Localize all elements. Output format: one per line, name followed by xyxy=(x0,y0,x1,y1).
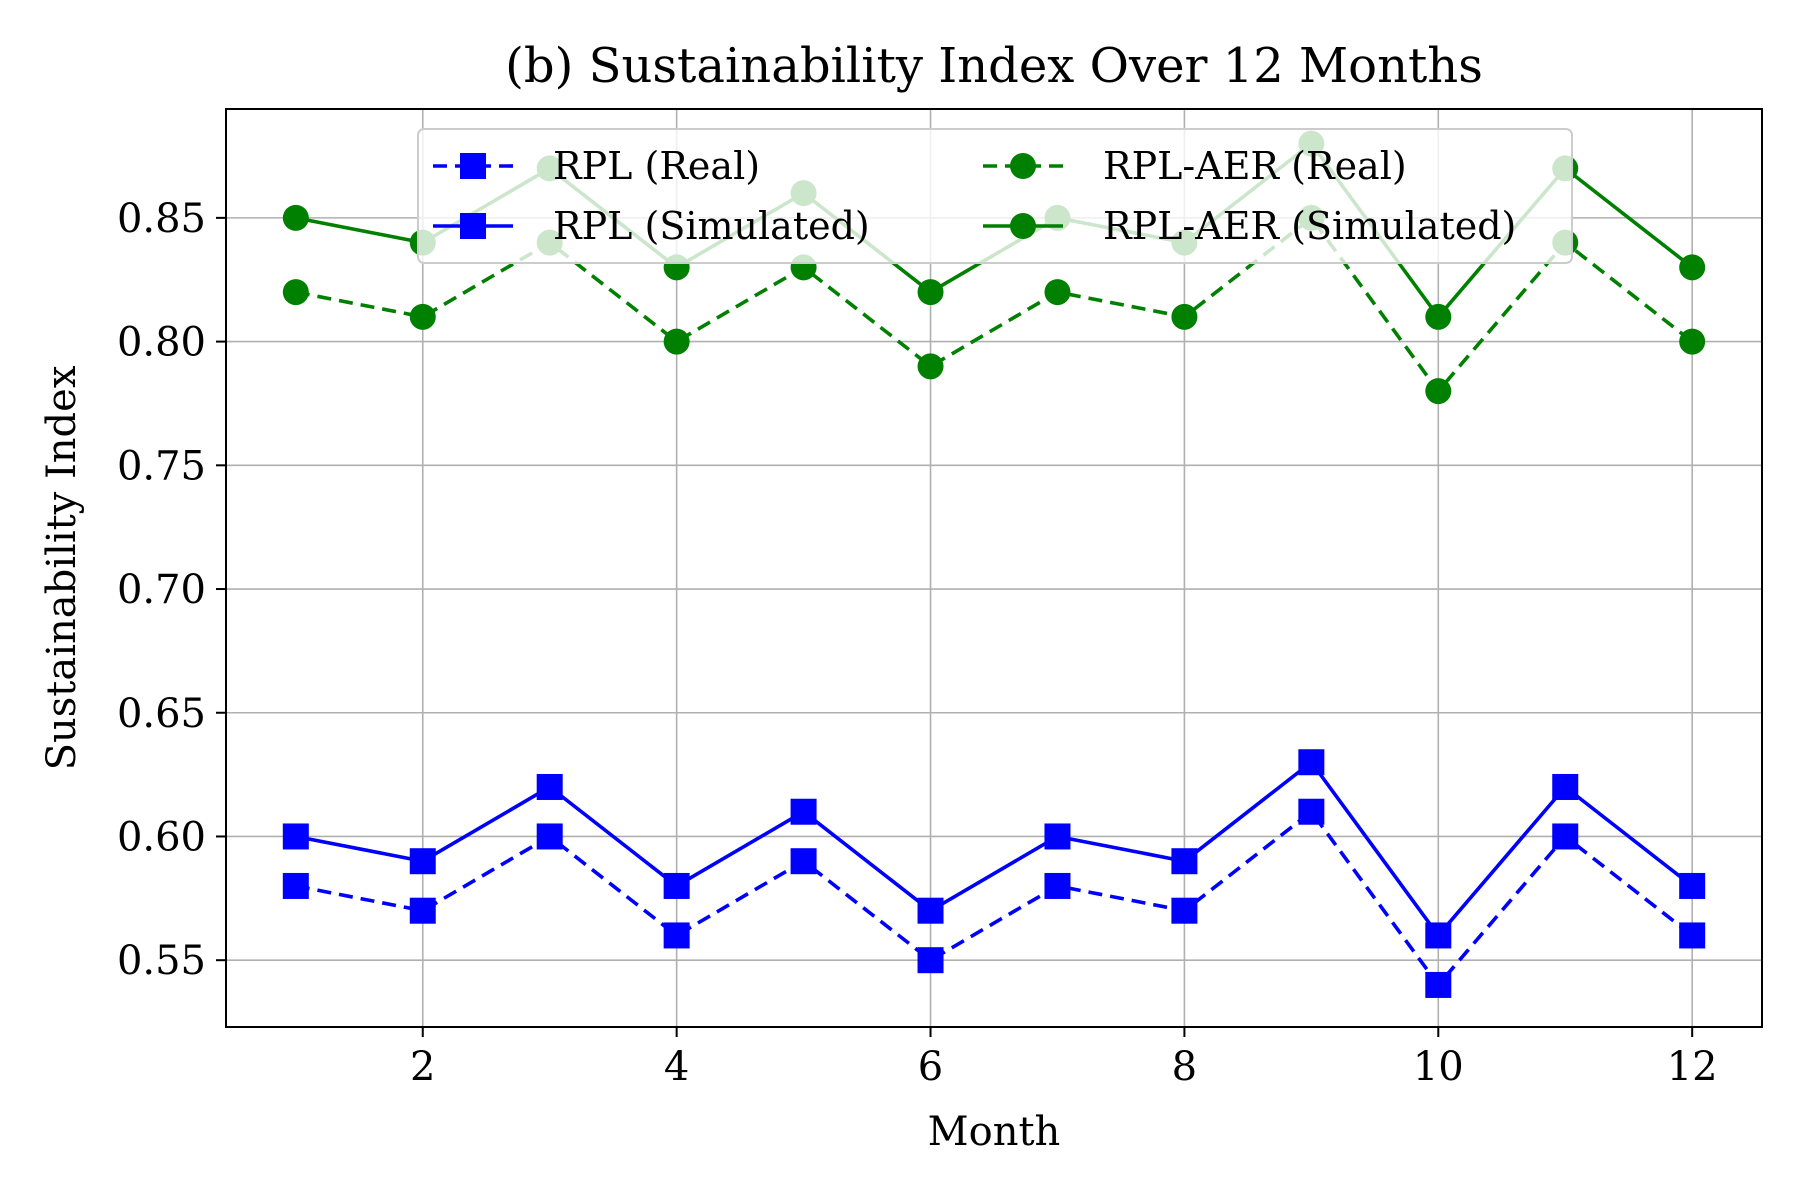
legend-marker xyxy=(460,153,486,179)
data-point xyxy=(1552,773,1579,800)
data-point xyxy=(663,922,690,949)
data-point xyxy=(282,823,309,850)
series-1 xyxy=(282,749,1706,949)
y-axis-label: Sustainability Index xyxy=(39,365,85,770)
x-axis-label: Month xyxy=(928,1109,1061,1155)
legend-marker xyxy=(1010,213,1036,239)
data-point xyxy=(917,353,944,380)
data-point xyxy=(1679,254,1706,281)
data-point xyxy=(917,947,944,974)
x-tick-label: 4 xyxy=(664,1044,689,1090)
legend-label: RPL (Simulated) xyxy=(553,204,870,248)
plot-frame xyxy=(225,108,1763,1028)
x-tick-label: 2 xyxy=(410,1044,435,1090)
data-point xyxy=(1044,872,1071,899)
series-line xyxy=(295,809,1694,987)
x-tick-label: 6 xyxy=(918,1044,943,1090)
series-0 xyxy=(282,798,1706,998)
data-point xyxy=(1171,303,1198,330)
data-point xyxy=(790,798,817,825)
data-point xyxy=(917,897,944,924)
data-point xyxy=(536,773,563,800)
legend: RPL (Real) RPL (Simulated) RPL-AER (Real) R… xyxy=(417,128,1573,264)
data-point xyxy=(663,872,690,899)
data-point xyxy=(1425,303,1452,330)
data-point xyxy=(1679,872,1706,899)
y-tick-label: 0.70 xyxy=(117,567,206,613)
y-tick-label: 0.75 xyxy=(117,443,206,489)
data-point xyxy=(1171,848,1198,875)
data-point xyxy=(917,279,944,306)
legend-marker xyxy=(1010,153,1036,179)
data-point xyxy=(1044,823,1071,850)
series-line xyxy=(295,760,1694,938)
y-tick-label: 0.85 xyxy=(117,196,206,242)
data-point xyxy=(409,897,436,924)
legend-item-1: RPL (Simulated) xyxy=(433,204,870,248)
legend-label: RPL-AER (Real) xyxy=(1103,144,1407,188)
legend-item-0: RPL (Real) xyxy=(433,144,760,188)
data-point xyxy=(1171,897,1198,924)
data-point xyxy=(1425,971,1452,998)
axis-ticks: 2 4 6 8 10 12 0.55 0.60 0.65 0.70 0.75 0.80 0.85 xyxy=(117,196,1718,1090)
legend-item-3: RPL-AER (Simulated) xyxy=(983,204,1516,248)
data-point xyxy=(1425,378,1452,405)
data-point xyxy=(282,279,309,306)
data-point xyxy=(1298,749,1325,776)
data-point xyxy=(1679,922,1706,949)
legend-label: RPL (Real) xyxy=(553,144,760,188)
y-tick-label: 0.80 xyxy=(117,320,206,366)
data-point xyxy=(282,872,309,899)
x-tick-label: 10 xyxy=(1413,1044,1464,1090)
x-tick-label: 8 xyxy=(1172,1044,1197,1090)
y-tick-label: 0.60 xyxy=(117,814,206,860)
data-point xyxy=(409,303,436,330)
legend-marker xyxy=(460,213,486,239)
legend-box xyxy=(417,128,1573,264)
data-point xyxy=(663,328,690,355)
legend-item-2: RPL-AER (Real) xyxy=(983,144,1407,188)
chart-title: (b) Sustainability Index Over 12 Months xyxy=(505,38,1483,94)
x-tick-label: 12 xyxy=(1667,1044,1718,1090)
data-point xyxy=(1425,922,1452,949)
y-tick-label: 0.55 xyxy=(117,938,206,984)
data-point xyxy=(536,823,563,850)
y-tick-label: 0.65 xyxy=(117,691,206,737)
data-point xyxy=(282,204,309,231)
data-point xyxy=(1044,279,1071,306)
data-point xyxy=(1552,823,1579,850)
data-point xyxy=(790,848,817,875)
data-point xyxy=(409,848,436,875)
legend-label: RPL-AER (Simulated) xyxy=(1103,204,1516,248)
data-point xyxy=(1298,798,1325,825)
data-point xyxy=(1679,328,1706,355)
